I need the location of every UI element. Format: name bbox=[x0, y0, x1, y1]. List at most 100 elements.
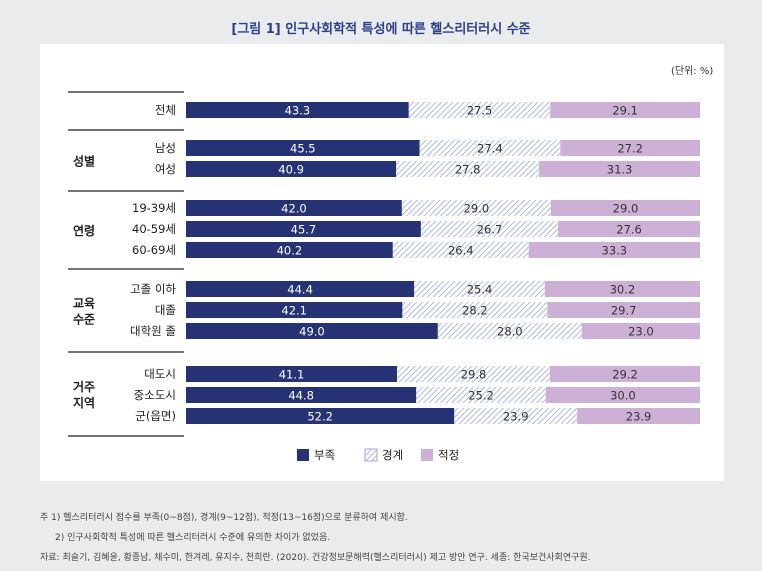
data-label: 27.2 bbox=[617, 142, 643, 156]
figure-title: [그림 1] 인구사회학적 특성에 따른 헬스리터러시 수준 bbox=[231, 22, 531, 37]
legend-swatch bbox=[297, 449, 309, 461]
group-label: 거주 bbox=[73, 379, 95, 394]
bar-segment-low bbox=[186, 302, 403, 318]
bar-segment-low bbox=[186, 323, 438, 339]
data-label: 25.2 bbox=[468, 389, 494, 403]
legend-swatch bbox=[364, 448, 378, 462]
data-label: 45.5 bbox=[290, 142, 316, 156]
bar-segment-borderline bbox=[397, 366, 551, 382]
row-label: 60-69세 bbox=[132, 243, 176, 257]
group-label: 수준 bbox=[73, 313, 95, 327]
bar-segment-borderline bbox=[416, 387, 546, 403]
bar-segment-borderline bbox=[392, 242, 529, 258]
group-label: 성별 bbox=[73, 154, 95, 169]
bar-segment-borderline bbox=[402, 302, 548, 318]
bar-segment-low bbox=[186, 408, 455, 424]
legend-label: 적정 bbox=[438, 448, 459, 462]
data-label: 30.2 bbox=[610, 283, 636, 297]
data-label: 41.1 bbox=[279, 368, 305, 382]
bar-segment-borderline bbox=[401, 200, 551, 216]
data-label: 27.5 bbox=[467, 104, 493, 118]
group-label: 연령 bbox=[73, 223, 95, 238]
data-label: 23.0 bbox=[628, 325, 654, 339]
row-label: 대학원 졸 bbox=[130, 324, 176, 338]
row-label: 고졸 이하 bbox=[130, 282, 176, 296]
legend-label: 부족 bbox=[314, 448, 335, 462]
bar-segment-low bbox=[186, 281, 415, 297]
bar-segment-low bbox=[186, 102, 409, 118]
bar-segment-low bbox=[186, 387, 417, 403]
footnotes: 주 1) 헬스리터러시 점수를 부족(0~8점), 경계(9~12점), 적정(… bbox=[40, 508, 591, 568]
data-label: 42.0 bbox=[281, 202, 307, 216]
data-label: 27.4 bbox=[477, 142, 503, 156]
bar-segment-borderline bbox=[414, 281, 545, 297]
data-label: 44.8 bbox=[288, 389, 314, 403]
data-label: 29.7 bbox=[611, 304, 637, 318]
bar-segment-adequate bbox=[581, 323, 700, 339]
bar-segment-adequate bbox=[577, 408, 700, 424]
bar-segment-borderline bbox=[396, 161, 540, 177]
data-label: 31.3 bbox=[607, 163, 633, 177]
data-label: 40.9 bbox=[278, 163, 304, 177]
row-label: 중소도시 bbox=[134, 388, 176, 402]
bar-segment-low bbox=[186, 200, 402, 216]
data-label: 52.2 bbox=[307, 410, 333, 424]
group-label: 지역 bbox=[73, 395, 95, 410]
bar-segment-adequate bbox=[550, 102, 700, 118]
footnote-2: 2) 인구사회학적 특성에 따른 헬스리터러시 수준에 유의한 차이가 없었음. bbox=[55, 533, 331, 543]
data-label: 42.1 bbox=[281, 304, 307, 318]
data-label: 44.4 bbox=[287, 283, 313, 297]
data-label: 33.3 bbox=[602, 244, 628, 258]
row-label: 대졸 bbox=[155, 303, 176, 317]
legend-label: 경계 bbox=[382, 448, 403, 462]
data-label: 25.4 bbox=[467, 283, 493, 297]
bar-segment-adequate bbox=[550, 366, 700, 382]
group-label: 교육 bbox=[73, 296, 95, 311]
row-label: 군(읍면) bbox=[135, 409, 176, 423]
data-label: 29.2 bbox=[612, 368, 638, 382]
row-label: 40-59세 bbox=[132, 222, 176, 236]
data-label: 40.2 bbox=[277, 244, 303, 258]
bar-segment-adequate bbox=[550, 200, 700, 216]
bar-segment-low bbox=[186, 366, 398, 382]
bar-segment-borderline bbox=[419, 140, 561, 156]
data-label: 29.8 bbox=[461, 368, 487, 382]
bar-segment-adequate bbox=[558, 221, 700, 237]
row-label: 전체 bbox=[155, 103, 176, 117]
bar-segment-low bbox=[186, 161, 397, 177]
bar-segment-adequate bbox=[544, 281, 700, 297]
legend-swatch bbox=[421, 449, 433, 461]
source-note: 자료: 최슬기, 김혜윤, 황종남, 채수미, 한겨레, 유지수, 천희란. (… bbox=[40, 553, 591, 563]
data-label: 30.0 bbox=[610, 389, 636, 403]
bar-segment-adequate bbox=[547, 302, 700, 318]
data-label: 43.3 bbox=[285, 104, 311, 118]
data-label: 29.0 bbox=[613, 202, 639, 216]
data-label: 26.7 bbox=[477, 223, 503, 237]
unit-label: (단위: %) bbox=[671, 66, 714, 77]
row-label: 19-39세 bbox=[132, 201, 176, 215]
bar-segment-borderline bbox=[437, 323, 582, 339]
bar-segment-borderline bbox=[408, 102, 551, 118]
row-label: 여성 bbox=[155, 162, 176, 176]
data-label: 28.2 bbox=[462, 304, 488, 318]
data-label: 26.4 bbox=[448, 244, 474, 258]
row-label: 대도시 bbox=[144, 367, 176, 381]
data-label: 45.7 bbox=[291, 223, 317, 237]
bar-segment-borderline bbox=[420, 221, 559, 237]
bar-segment-adequate bbox=[560, 140, 700, 156]
bar-segment-adequate bbox=[528, 242, 700, 258]
data-label: 29.0 bbox=[464, 202, 490, 216]
bar-segment-low bbox=[186, 242, 393, 258]
bar-segment-adequate bbox=[545, 387, 700, 403]
data-label: 29.1 bbox=[612, 104, 638, 118]
data-label: 27.8 bbox=[455, 163, 481, 177]
data-label: 27.6 bbox=[616, 223, 642, 237]
data-label: 28.0 bbox=[497, 325, 523, 339]
row-label: 남성 bbox=[155, 141, 176, 155]
data-label: 49.0 bbox=[299, 325, 325, 339]
bar-segment-adequate bbox=[539, 161, 700, 177]
footnote-1: 주 1) 헬스리터러시 점수를 부족(0~8점), 경계(9~12점), 적정(… bbox=[40, 513, 408, 523]
data-label: 23.9 bbox=[503, 410, 529, 424]
bar-segment-low bbox=[186, 221, 421, 237]
